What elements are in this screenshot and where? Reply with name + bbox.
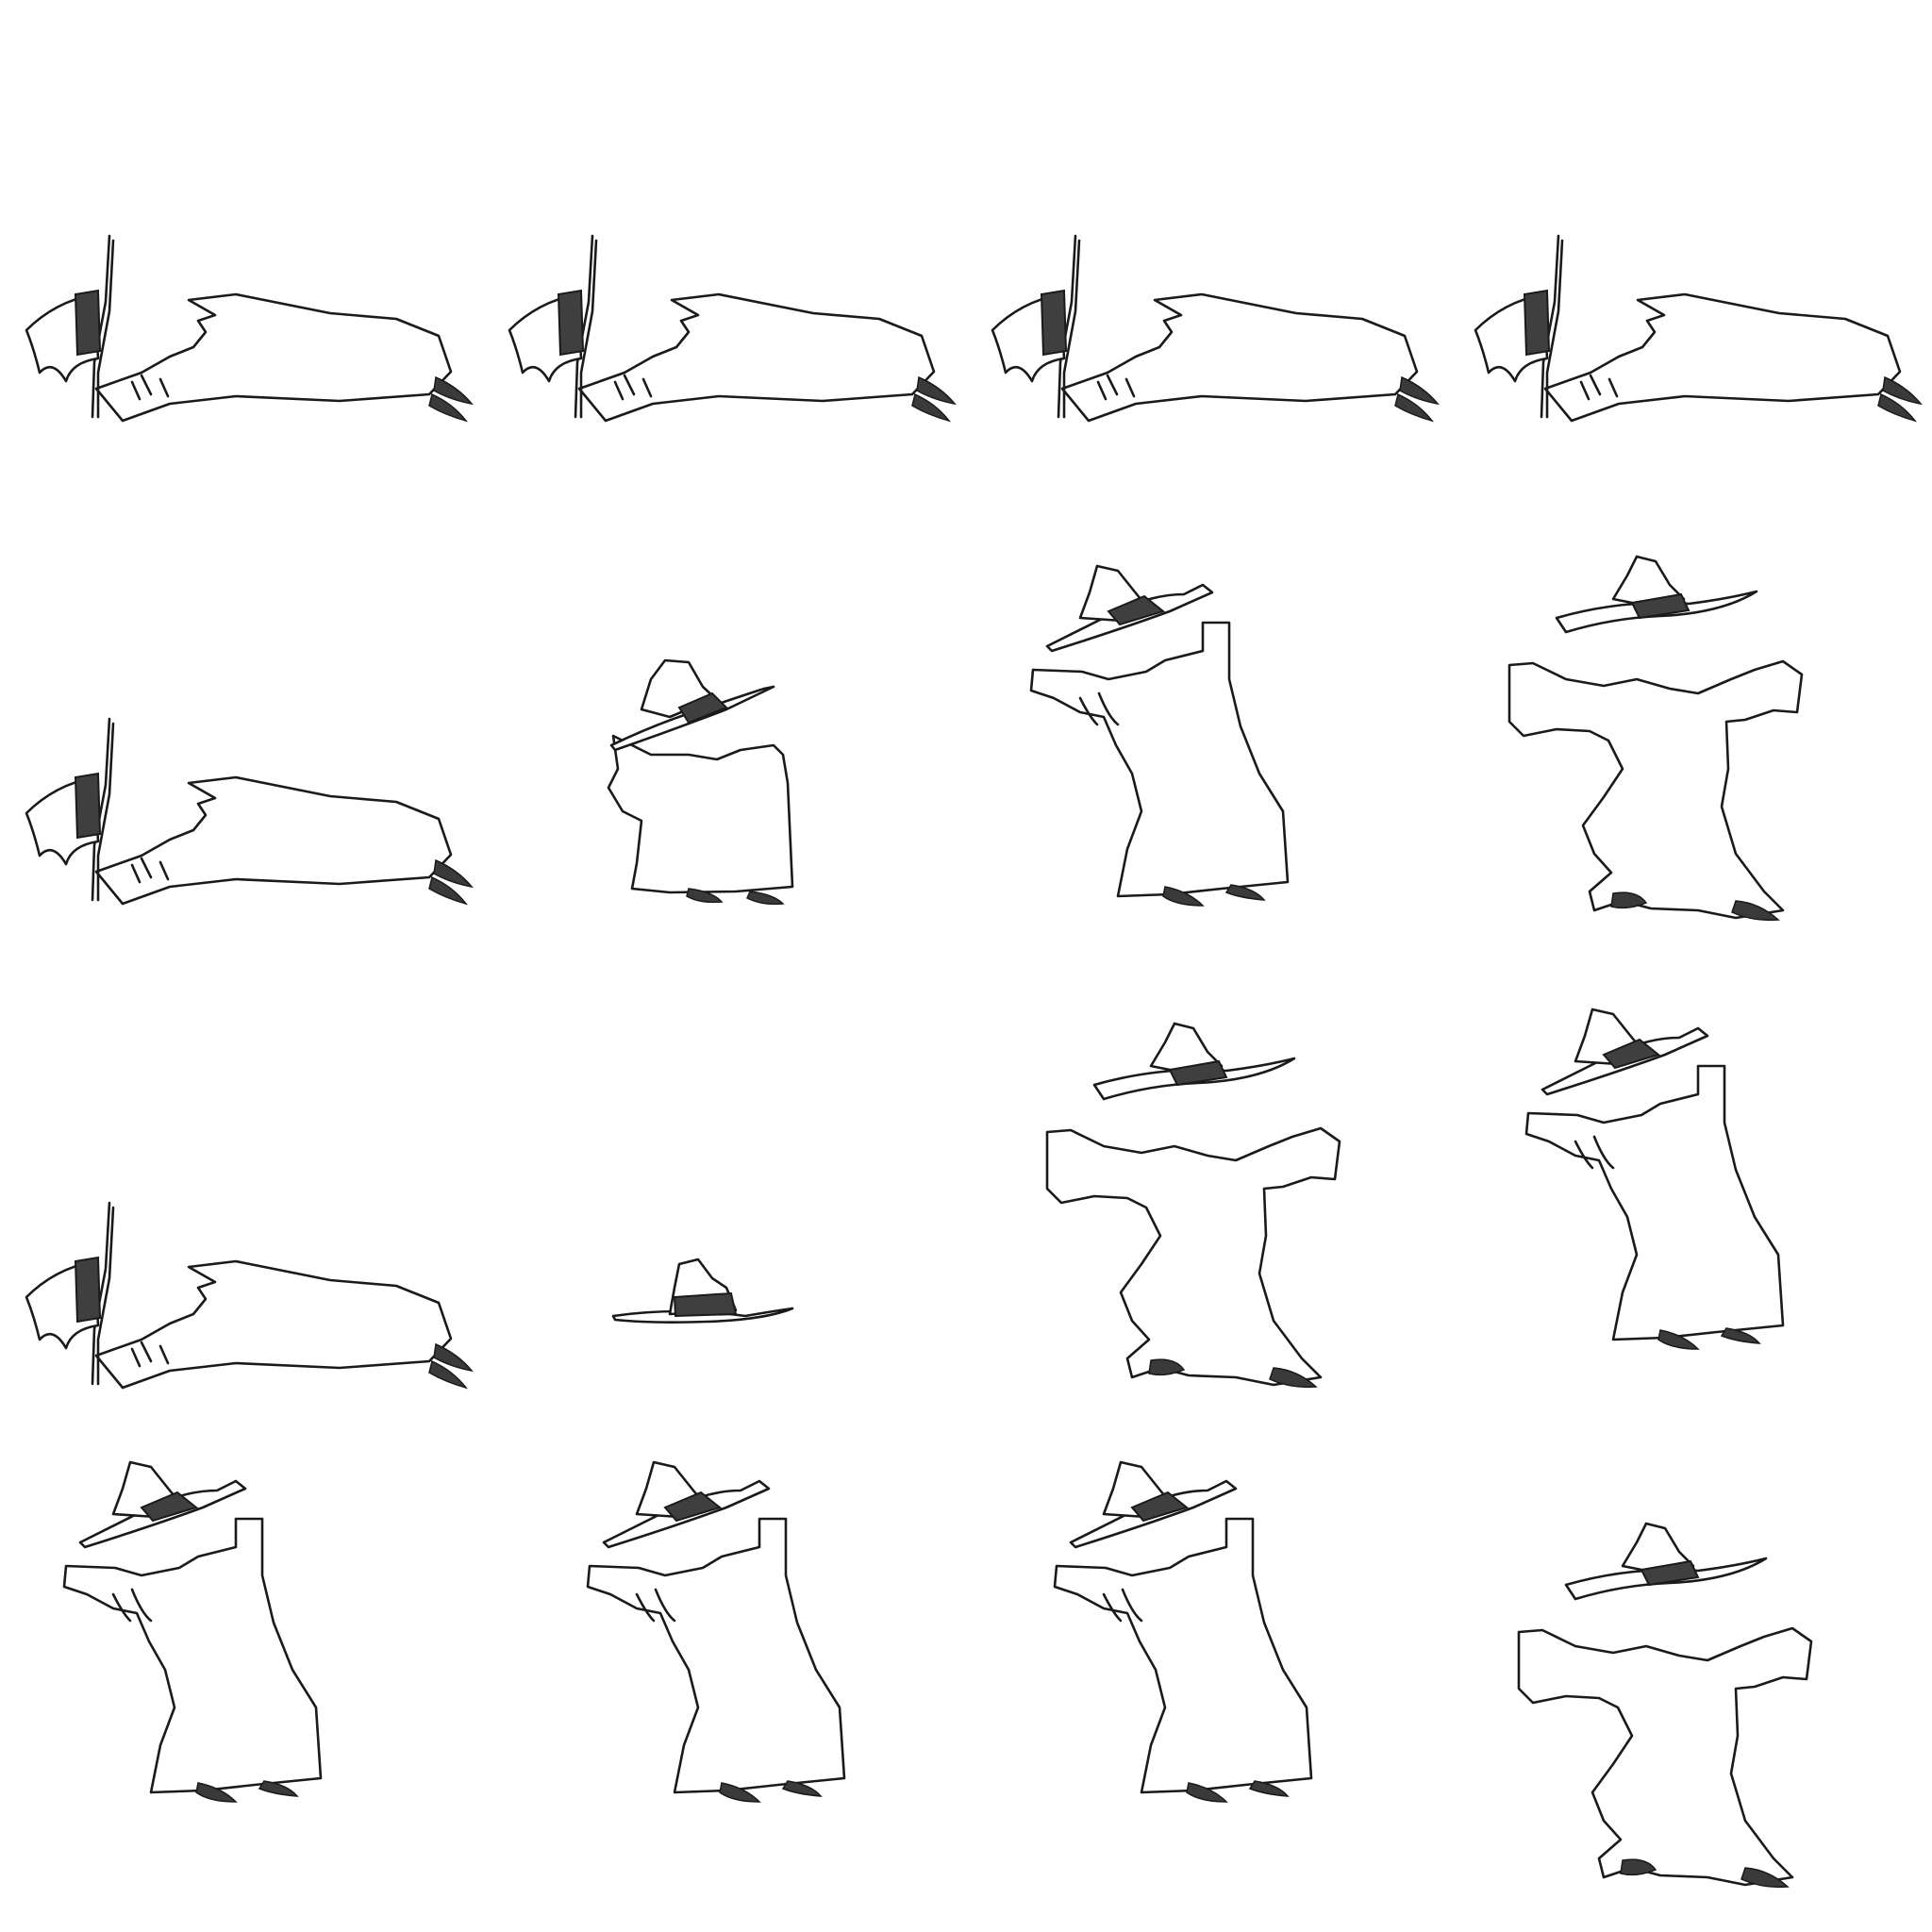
frame-hat-only <box>611 1257 794 1324</box>
frame-lean-1 <box>1029 564 1290 908</box>
frame-lean-2 <box>1524 1008 1785 1351</box>
frame-lying-3 <box>991 234 1440 423</box>
frame-lean-5 <box>1053 1460 1313 1804</box>
frame-lying-6 <box>25 1201 474 1390</box>
frame-arms-spread-2 <box>1045 1022 1341 1389</box>
frame-lying-5 <box>25 717 474 906</box>
frame-lying-1 <box>25 234 474 423</box>
frame-lying-2 <box>508 234 957 423</box>
frame-lying-4 <box>1474 234 1923 423</box>
frame-lean-3 <box>62 1460 323 1804</box>
frame-arms-spread-3 <box>1517 1522 1813 1889</box>
frame-crouch <box>607 658 794 906</box>
frame-lean-4 <box>586 1460 846 1804</box>
frame-arms-spread-1 <box>1507 555 1804 922</box>
